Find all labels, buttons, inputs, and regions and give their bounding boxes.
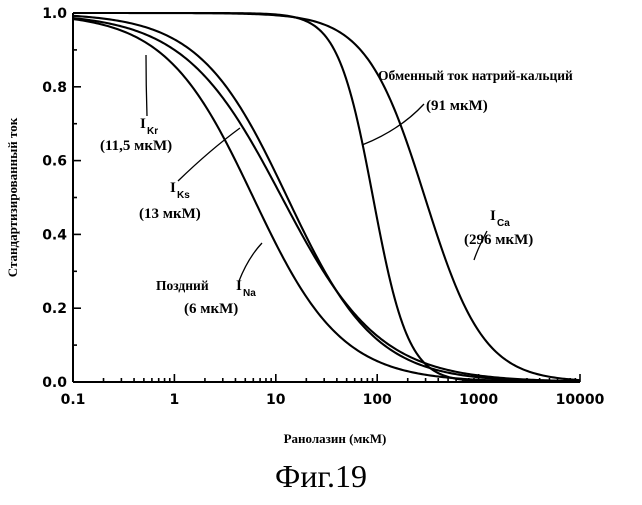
label-ica-symbol: I xyxy=(490,208,496,224)
x-tick-label: 1000 xyxy=(459,392,498,408)
figure-caption: Фиг.19 xyxy=(0,458,642,495)
label-iks-symbol: I xyxy=(170,180,176,196)
y-tick-label: 0.0 xyxy=(42,375,67,391)
label-ikr-conc: (11,5 мкМ) xyxy=(100,138,172,154)
y-tick-label: 0.6 xyxy=(42,154,67,170)
x-tick-label: 10 xyxy=(266,392,286,408)
y-tick-label: 0.8 xyxy=(42,80,67,96)
label-ina-prefix: Поздний xyxy=(156,278,209,293)
y-tick-label: 0.2 xyxy=(42,301,67,317)
label-ina-sub: Na xyxy=(243,288,256,299)
leader-iks xyxy=(178,128,240,181)
annotations: Поздний I Na (6 мкМ) I Kr (11,5 мкМ) I K… xyxy=(100,55,573,317)
y-tick-label: 0.4 xyxy=(42,227,67,243)
label-ncx-conc: (91 мкМ) xyxy=(426,98,488,114)
y-axis-title: Стандартизированный ток xyxy=(5,117,20,277)
label-ikr-symbol: I xyxy=(140,116,146,132)
leader-ikr xyxy=(146,55,147,116)
label-ina-conc: (6 мкМ) xyxy=(184,301,238,317)
leader-ncx xyxy=(362,104,424,145)
leader-ina xyxy=(239,243,262,281)
x-tick-label: 100 xyxy=(363,392,392,408)
x-tick-label: 10000 xyxy=(556,392,605,408)
x-axis-title: Ранолазин (мкМ) xyxy=(284,431,387,446)
x-tick-label: 1 xyxy=(170,392,180,408)
label-ncx-text: Обменный ток натрий-кальций xyxy=(378,68,573,83)
x-tick-label: 0.1 xyxy=(61,392,86,408)
y-tick-label: 1.0 xyxy=(42,6,67,22)
label-iks-sub: Ks xyxy=(177,190,190,201)
label-ikr-sub: Kr xyxy=(147,126,158,137)
label-ica-conc: (296 мкМ) xyxy=(464,232,533,248)
label-ica-sub: Ca xyxy=(497,218,510,229)
label-iks-conc: (13 мкМ) xyxy=(139,206,201,222)
